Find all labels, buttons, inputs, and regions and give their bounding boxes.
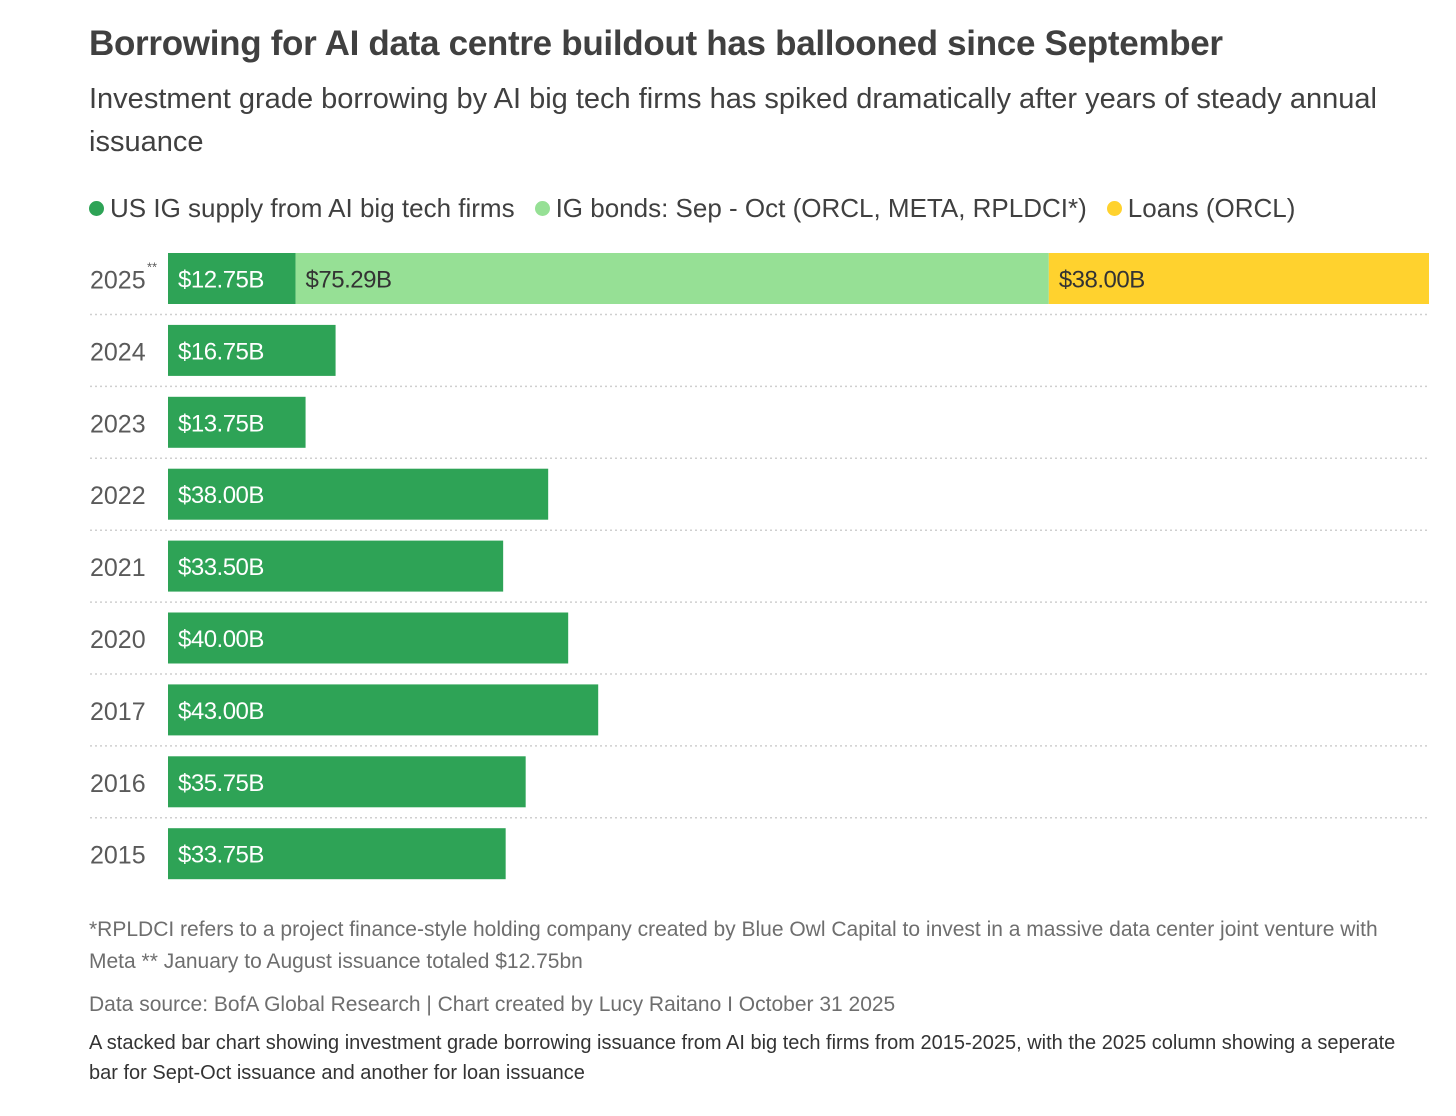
bar-value-label: $75.29B — [306, 267, 392, 294]
category-label: 2024 — [90, 338, 146, 366]
footnote: *RPLDCI refers to a project finance-styl… — [89, 918, 1378, 973]
bar-segment — [168, 253, 296, 304]
legend-item-ig-bonds: IG bonds: Sep - Oct (ORCL, META, RPLDCI*… — [534, 192, 1087, 224]
category-footnote-mark: ** — [147, 260, 157, 275]
source-note: Data source: BofA Global Research | Char… — [89, 993, 896, 1016]
category-label: 2015 — [90, 842, 146, 870]
bar-segment — [1048, 253, 1429, 304]
category-label: 2021 — [90, 554, 146, 582]
bar-segment — [168, 540, 504, 592]
bar-value-label: $40.00B — [178, 626, 264, 653]
legend-label: Loans (ORCL) — [1127, 192, 1296, 223]
legend-dot-icon — [534, 200, 550, 216]
legend-item-loans: Loans (ORCL) — [1106, 192, 1296, 224]
chart-title: Borrowing for AI data centre buildout ha… — [89, 24, 1223, 63]
bar-value-label: $16.75B — [178, 338, 264, 365]
category-label: 2020 — [90, 626, 146, 654]
bar-value-label: $33.50B — [178, 554, 264, 581]
bar-value-label: $35.75B — [178, 770, 264, 797]
category-label: 2017 — [90, 698, 146, 726]
chart-caption: A stacked bar chart showing investment g… — [89, 1032, 1396, 1084]
bar-segment — [168, 396, 306, 448]
category-label: 2022 — [90, 482, 146, 510]
category-label: 2025 — [90, 267, 146, 295]
category-label: 2016 — [90, 770, 146, 798]
bar-segment — [168, 612, 569, 664]
category-label: 2023 — [90, 410, 146, 438]
bar-segment — [168, 756, 526, 808]
chart-subtitle: Investment grade borrowing by AI big tec… — [89, 83, 1377, 158]
bar-value-label: $38.00B — [178, 482, 264, 509]
legend-dot-icon — [89, 200, 104, 216]
bar-segment — [295, 253, 1049, 304]
bar-segment — [168, 828, 506, 880]
bar-value-label: $12.75B — [178, 267, 264, 294]
legend-item-base: US IG supply from AI big tech firms — [89, 193, 515, 224]
bar-value-label: $38.00B — [1059, 267, 1145, 294]
legend-dot-icon — [1106, 200, 1122, 216]
bar-chart: 2025 ** $12.75B $75.29B $38.00B 2024 $16.75B 20… — [90, 253, 1429, 880]
bar-segment — [168, 468, 549, 520]
bar-segment — [168, 324, 336, 376]
bar-value-label: $33.75B — [178, 842, 264, 869]
bar-segment — [168, 684, 599, 736]
legend-label: IG bonds: Sep - Oct (ORCL, META, RPLDCI*… — [555, 192, 1087, 223]
bar-value-label: $13.75B — [178, 410, 264, 437]
legend-label: US IG supply from AI big tech firms — [110, 192, 515, 223]
bar-value-label: $43.00B — [178, 698, 264, 725]
chart-legend: US IG supply from AI big tech firms IG b… — [89, 190, 1315, 226]
